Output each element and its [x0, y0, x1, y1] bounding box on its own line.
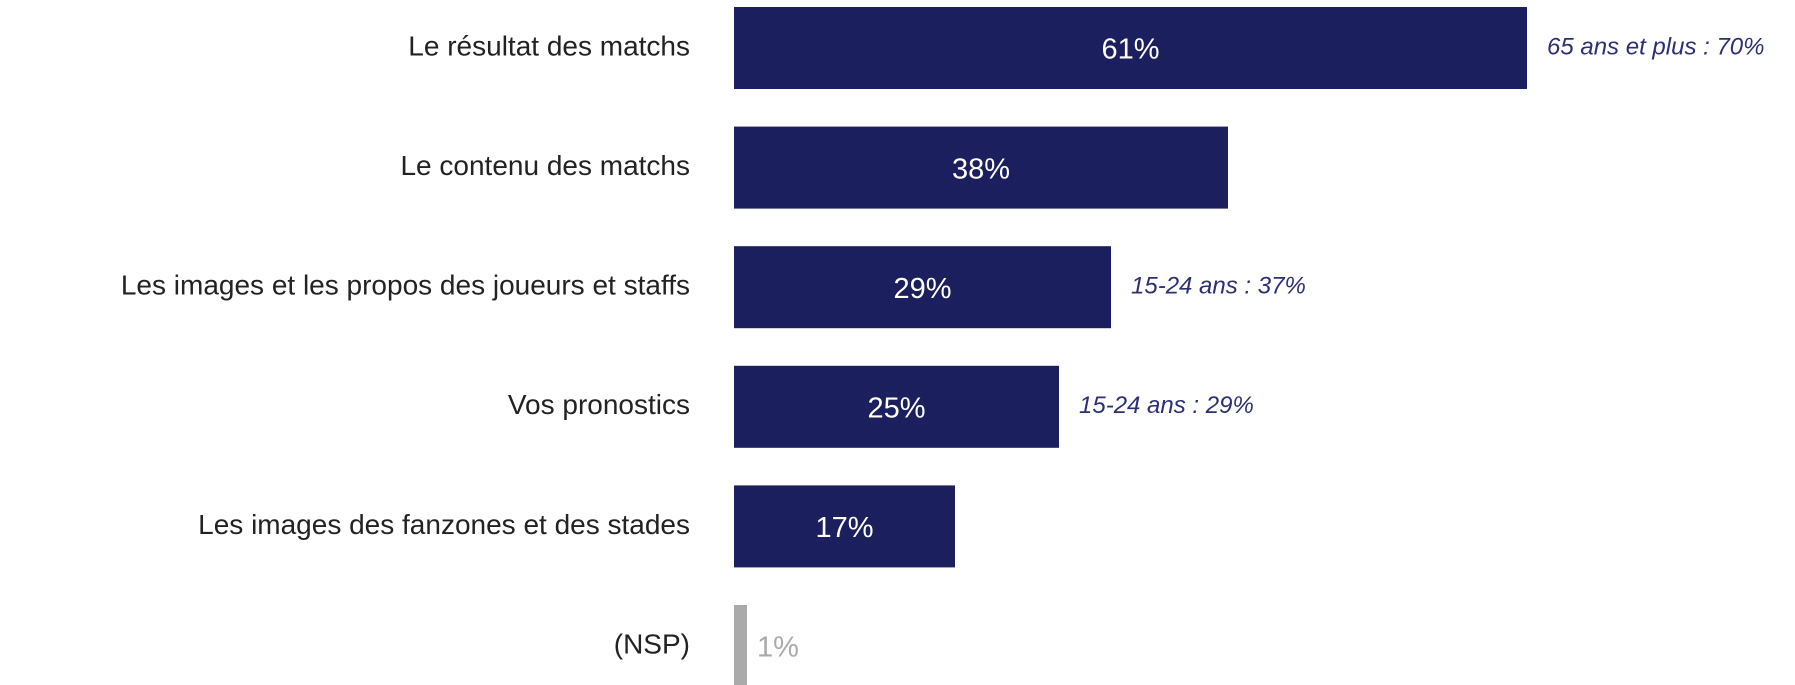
- bar: [734, 365, 1059, 448]
- note: 15-24 ans : 29%: [1079, 392, 1254, 419]
- category-label: Les images des fanzones et des stades: [198, 509, 690, 540]
- bar: [734, 605, 747, 685]
- bar: [734, 485, 955, 568]
- category-label: Le contenu des matchs: [400, 150, 690, 181]
- category-label: (NSP): [614, 628, 690, 659]
- note: 15-24 ans : 37%: [1131, 273, 1306, 300]
- value-label: 1%: [757, 632, 799, 664]
- value-label: 29%: [893, 273, 951, 305]
- category-label: Le résultat des matchs: [408, 30, 690, 61]
- category-label: Vos pronostics: [508, 389, 690, 420]
- note: 65 ans et plus : 70%: [1547, 33, 1764, 60]
- bar: [734, 246, 1111, 329]
- value-label: 25%: [867, 392, 925, 424]
- category-label: Les images et les propos des joueurs et …: [121, 270, 690, 301]
- value-label: 61%: [1101, 34, 1159, 66]
- value-label: 17%: [815, 512, 873, 544]
- bar: [734, 126, 1228, 209]
- bar: [734, 7, 1527, 89]
- value-label: 38%: [952, 153, 1010, 185]
